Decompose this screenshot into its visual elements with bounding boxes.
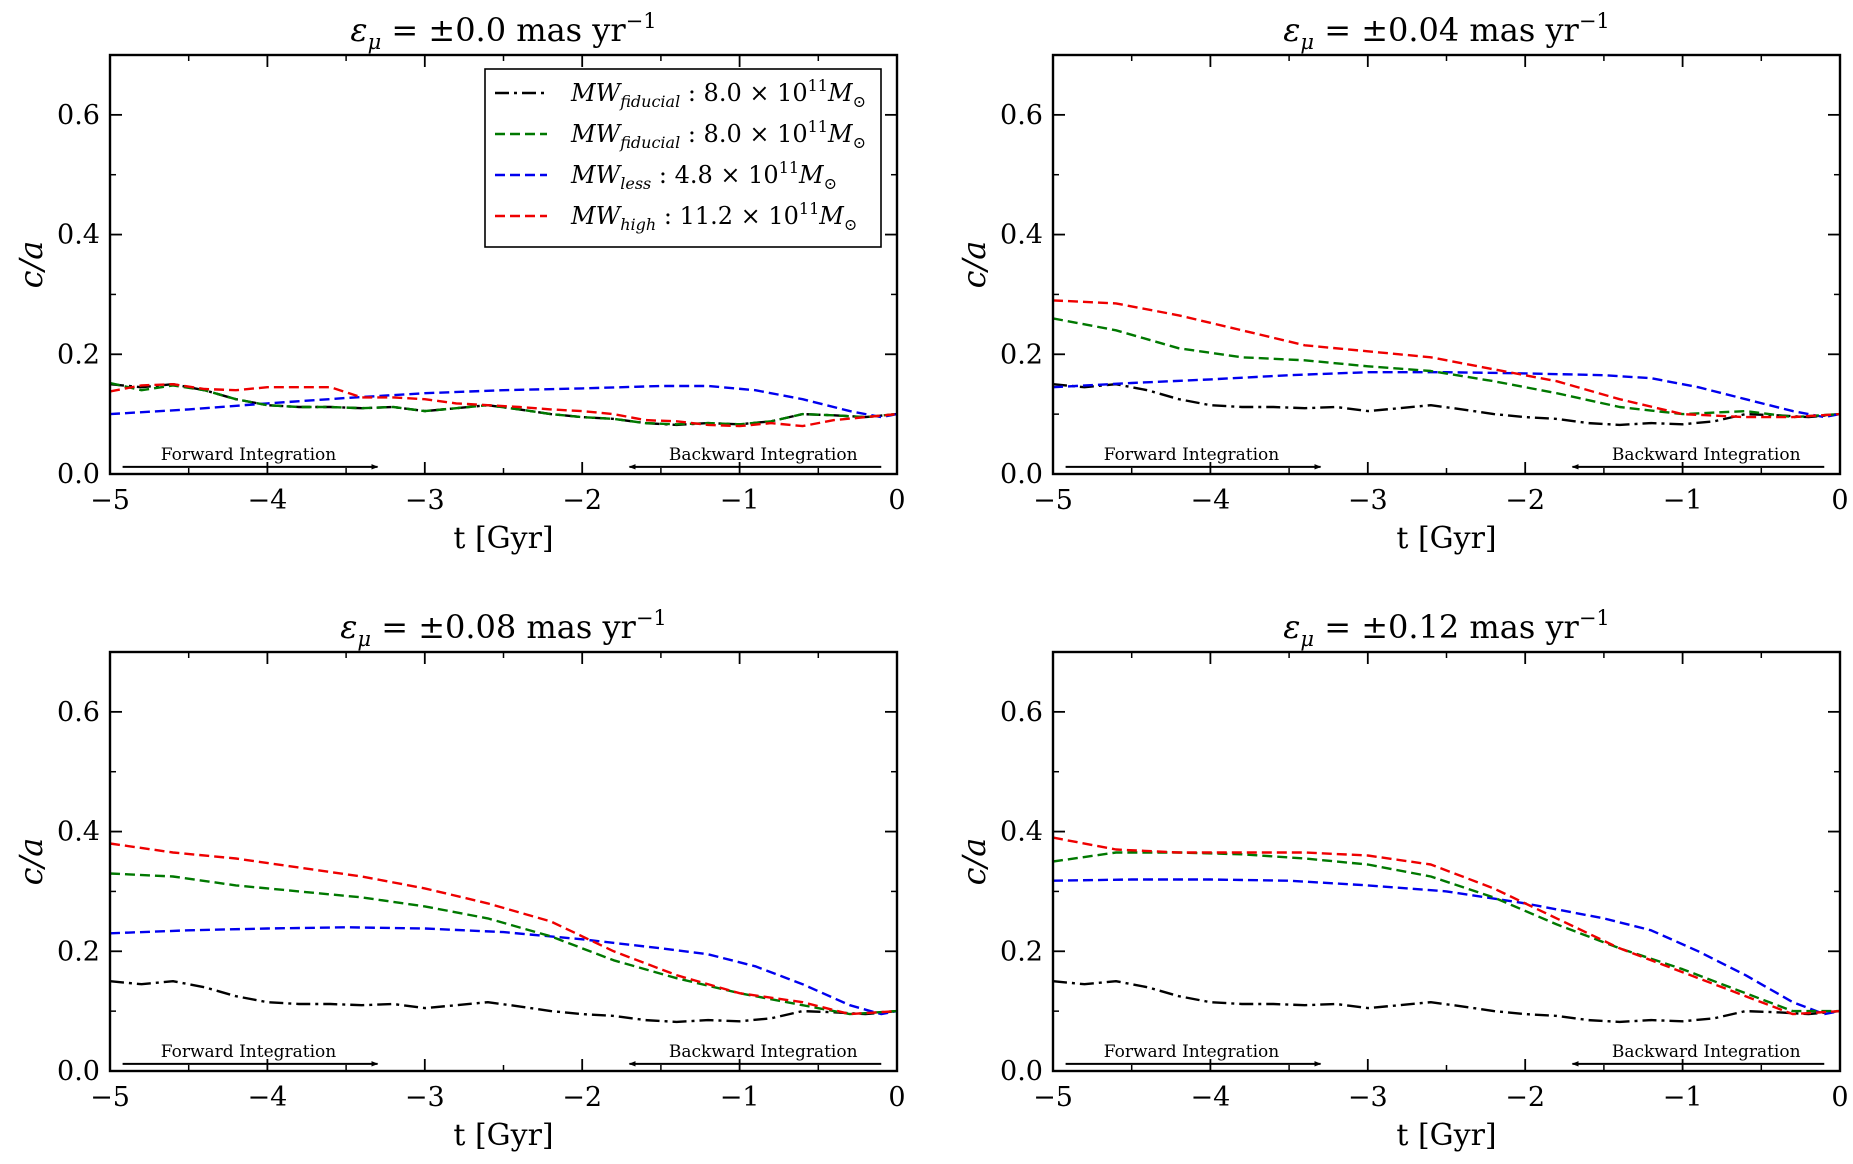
- series-line-high: [109, 842, 898, 1016]
- series-line-less: [109, 384, 898, 419]
- y-axis-label: c/a: [955, 241, 993, 289]
- backward-label: Backward Integration: [669, 1042, 858, 1062]
- y-tick-label: 0.4: [57, 817, 100, 848]
- plot-frame: [108, 650, 899, 1073]
- x-tick-label: −4: [1190, 485, 1230, 516]
- series-line-fid_dashdot: [1052, 980, 1841, 1024]
- y-axis-label: c/a: [955, 838, 993, 886]
- y-tick-label: 0.6: [57, 100, 100, 131]
- x-tick-label: −3: [1348, 1082, 1388, 1113]
- x-tick-label: −4: [247, 1082, 287, 1113]
- panel-3: −5 −4 −3 −2 −1 0 0.0 0.2 0.4 0.6 Forward Integrati…: [12, 606, 906, 1153]
- y-tick-label: 0.0: [1000, 1056, 1043, 1087]
- forward-label: Forward Integration: [161, 445, 337, 465]
- x-tick-label: −5: [1033, 1082, 1073, 1113]
- plot-frame: [108, 53, 899, 476]
- y-tick-label: 0.6: [1000, 100, 1043, 131]
- backward-label: Backward Integration: [1612, 1042, 1801, 1062]
- series-line-high: [1052, 836, 1841, 1016]
- y-tick-label: 0.4: [1000, 817, 1043, 848]
- y-tick-label: 0.6: [1000, 697, 1043, 728]
- y-tick-label: 0.4: [57, 220, 100, 251]
- x-tick-label: −1: [720, 1082, 760, 1113]
- x-tick-label: −2: [562, 485, 602, 516]
- x-tick-label: −4: [247, 485, 287, 516]
- x-tick-label: 0: [1831, 485, 1848, 516]
- panel-title: εμ = ±0.0 mas yr−1: [350, 9, 656, 54]
- y-axis-label: c/a: [12, 838, 50, 886]
- legend-entry-high: MWhigh : 11.2 × 1011M⊙: [570, 199, 857, 234]
- y-tick-label: 0.2: [57, 936, 100, 967]
- x-tick-label: 0: [888, 485, 905, 516]
- panel-1: −5 −4 −3 −2 −1 0 0.0 0.2 0.4 0.6 Forward Integrati…: [12, 9, 906, 556]
- y-tick-label: 0.0: [57, 459, 100, 490]
- legend-entry-fid_dashdot: MWfiducial : 8.0 × 1011M⊙: [570, 76, 866, 111]
- series-line-fid_dashed: [1052, 317, 1841, 419]
- x-tick-label: −1: [1663, 485, 1703, 516]
- x-tick-label: −2: [1505, 1082, 1545, 1113]
- series-line-fid_dashdot: [1052, 383, 1841, 427]
- legend-entry-fid_dashed: MWfiducial : 8.0 × 1011M⊙: [570, 117, 866, 152]
- legend: MWfiducial : 8.0 × 1011M⊙ MWfiducial : 8.…: [484, 68, 882, 248]
- series-line-less: [109, 926, 898, 1016]
- y-tick-label: 0.2: [1000, 339, 1043, 370]
- panel-title: εμ = ±0.12 mas yr−1: [1283, 606, 1610, 651]
- series-line-high: [1052, 299, 1841, 419]
- series-line-fid_dashdot: [109, 980, 898, 1024]
- backward-label: Backward Integration: [1612, 445, 1801, 465]
- plot-frame: [1051, 650, 1842, 1073]
- series-line-less: [1052, 371, 1841, 419]
- x-tick-label: −5: [1033, 485, 1073, 516]
- forward-label: Forward Integration: [161, 1042, 337, 1062]
- x-tick-label: −1: [720, 485, 760, 516]
- panel-title: εμ = ±0.08 mas yr−1: [340, 606, 667, 651]
- x-tick-label: −1: [1663, 1082, 1703, 1113]
- y-tick-label: 0.4: [1000, 220, 1043, 251]
- backward-label: Backward Integration: [669, 445, 858, 465]
- y-tick-label: 0.2: [57, 339, 100, 370]
- x-tick-label: −5: [90, 1082, 130, 1113]
- y-tick-label: 0.0: [57, 1056, 100, 1087]
- series-line-less: [1052, 878, 1841, 1016]
- x-axis-label: t [Gyr]: [453, 1118, 553, 1153]
- x-axis-label: t [Gyr]: [1396, 521, 1496, 556]
- forward-label: Forward Integration: [1104, 1042, 1280, 1062]
- y-tick-label: 0.0: [1000, 459, 1043, 490]
- y-tick-label: 0.2: [1000, 936, 1043, 967]
- x-tick-label: 0: [888, 1082, 905, 1113]
- x-tick-label: −3: [405, 485, 445, 516]
- forward-label: Forward Integration: [1104, 445, 1280, 465]
- x-axis-label: t [Gyr]: [453, 521, 553, 556]
- series-line-fid_dashed: [109, 872, 898, 1016]
- x-tick-label: −2: [1505, 485, 1545, 516]
- x-tick-label: −2: [562, 1082, 602, 1113]
- x-tick-label: 0: [1831, 1082, 1848, 1113]
- x-axis-label: t [Gyr]: [1396, 1118, 1496, 1153]
- series-line-high: [109, 383, 898, 428]
- plot-frame: [1051, 53, 1842, 476]
- panel-4: −5 −4 −3 −2 −1 0 0.0 0.2 0.4 0.6 Forward Integrati…: [955, 606, 1849, 1153]
- legend-frame: [484, 68, 882, 248]
- legend-entry-less: MWless : 4.8 × 1011M⊙: [570, 158, 837, 193]
- y-axis-label: c/a: [12, 241, 50, 289]
- panel-title: εμ = ±0.04 mas yr−1: [1283, 9, 1610, 54]
- x-tick-label: −4: [1190, 1082, 1230, 1113]
- x-tick-label: −5: [90, 485, 130, 516]
- x-tick-label: −3: [405, 1082, 445, 1113]
- y-tick-label: 0.6: [57, 697, 100, 728]
- x-tick-label: −3: [1348, 485, 1388, 516]
- panel-2: −5 −4 −3 −2 −1 0 0.0 0.2 0.4 0.6 Forward Integrati…: [955, 9, 1849, 556]
